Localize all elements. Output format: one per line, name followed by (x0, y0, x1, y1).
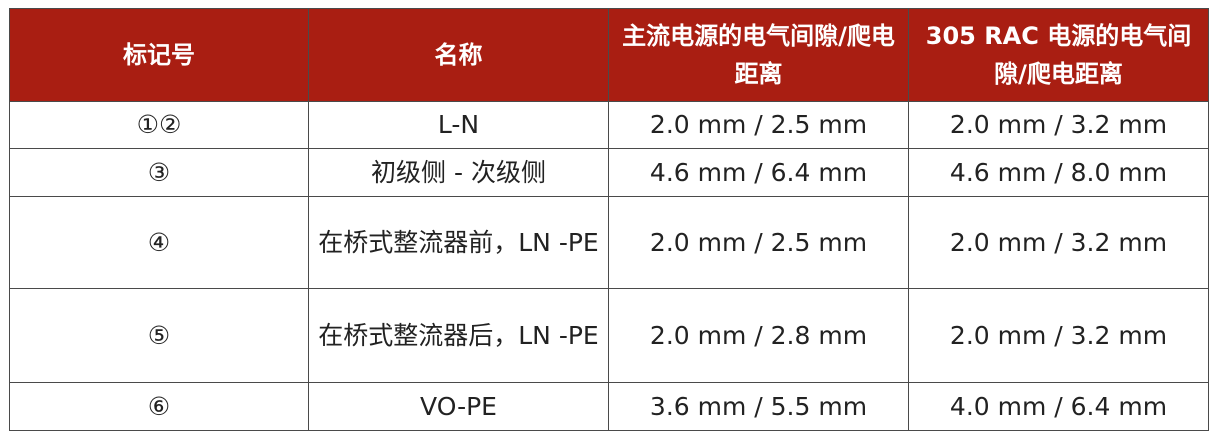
table-row: ⑤ 在桥式整流器后，LN -PE 2.0 mm / 2.8 mm 2.0 mm … (9, 288, 1209, 383)
table-row: ⑥ VO-PE 3.6 mm / 5.5 mm 4.0 mm / 6.4 mm (9, 382, 1209, 431)
cell-name: 初级侧 - 次级侧 (308, 148, 609, 197)
cell-mainstream: 2.0 mm / 2.5 mm (608, 196, 909, 289)
header-name: 名称 (308, 8, 609, 102)
cell-name: L-N (308, 101, 609, 149)
cell-mark: ⑤ (9, 288, 309, 383)
cell-name: 在桥式整流器后，LN -PE (308, 288, 609, 383)
cell-mainstream: 4.6 mm / 6.4 mm (608, 148, 909, 197)
table-row: ③ 初级侧 - 次级侧 4.6 mm / 6.4 mm 4.6 mm / 8.0… (9, 148, 1209, 197)
cell-305rac: 2.0 mm / 3.2 mm (908, 196, 1209, 289)
table-row: ①② L-N 2.0 mm / 2.5 mm 2.0 mm / 3.2 mm (9, 101, 1209, 149)
header-305rac: 305 RAC 电源的电气间隙/爬电距离 (908, 8, 1209, 102)
cell-name: 在桥式整流器前，LN -PE (308, 196, 609, 289)
cell-305rac: 2.0 mm / 3.2 mm (908, 288, 1209, 383)
table-row: ④ 在桥式整流器前，LN -PE 2.0 mm / 2.5 mm 2.0 mm … (9, 196, 1209, 289)
cell-305rac: 2.0 mm / 3.2 mm (908, 101, 1209, 149)
header-row: 标记号 名称 主流电源的电气间隙/爬电距离 305 RAC 电源的电气间隙/爬电… (9, 8, 1209, 102)
cell-mainstream: 3.6 mm / 5.5 mm (608, 382, 909, 431)
header-mainstream: 主流电源的电气间隙/爬电距离 (608, 8, 909, 102)
cell-mark: ④ (9, 196, 309, 289)
cell-mark: ①② (9, 101, 309, 149)
cell-305rac: 4.6 mm / 8.0 mm (908, 148, 1209, 197)
clearance-creepage-table: 标记号 名称 主流电源的电气间隙/爬电距离 305 RAC 电源的电气间隙/爬电… (9, 8, 1209, 431)
cell-mark: ⑥ (9, 382, 309, 431)
cell-mainstream: 2.0 mm / 2.8 mm (608, 288, 909, 383)
header-mark: 标记号 (9, 8, 309, 102)
cell-mainstream: 2.0 mm / 2.5 mm (608, 101, 909, 149)
cell-305rac: 4.0 mm / 6.4 mm (908, 382, 1209, 431)
cell-mark: ③ (9, 148, 309, 197)
cell-name: VO-PE (308, 382, 609, 431)
